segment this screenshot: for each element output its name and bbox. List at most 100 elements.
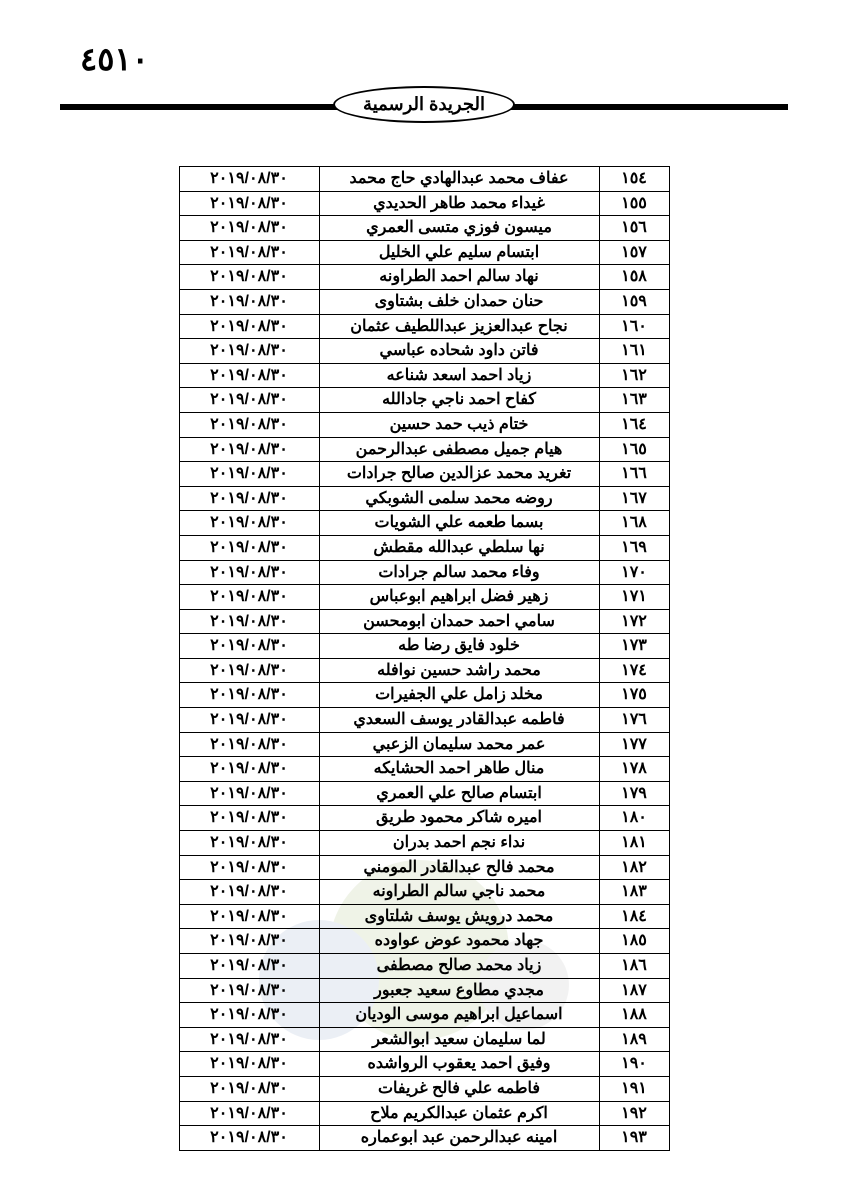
row-name: محمد درويش يوسف شلتاوى: [319, 904, 599, 929]
table-row: ١٥٦ميسون فوزي متسى العمري٢٠١٩/٠٨/٣٠: [179, 216, 669, 241]
table-row: ١٥٧ابتسام سليم علي الخليل٢٠١٩/٠٨/٣٠: [179, 240, 669, 265]
row-date: ٢٠١٩/٠٨/٣٠: [179, 339, 319, 364]
row-number: ١٥٧: [599, 240, 669, 265]
table-row: ١٨٣محمد ناجي سالم الطراونه٢٠١٩/٠٨/٣٠: [179, 880, 669, 905]
row-number: ١٧٨: [599, 757, 669, 782]
table-row: ١٩٣امينه عبدالرحمن عبد ابوعماره٢٠١٩/٠٨/٣…: [179, 1126, 669, 1151]
row-number: ١٨٠: [599, 806, 669, 831]
row-name: كفاح احمد ناجي جادالله: [319, 388, 599, 413]
table-wrapper: ١٥٤عفاف محمد عبدالهادي حاج محمد٢٠١٩/٠٨/٣…: [60, 166, 788, 1151]
row-number: ١٧٢: [599, 609, 669, 634]
table-row: ١٨٨اسماعيل ابراهيم موسى الوديان٢٠١٩/٠٨/٣…: [179, 1003, 669, 1028]
row-date: ٢٠١٩/٠٨/٣٠: [179, 167, 319, 192]
table-row: ١٧٨منال طاهر احمد الحشايكه٢٠١٩/٠٨/٣٠: [179, 757, 669, 782]
row-name: زياد احمد اسعد شناعه: [319, 363, 599, 388]
row-date: ٢٠١٩/٠٨/٣٠: [179, 1052, 319, 1077]
row-name: وفيق احمد يعقوب الرواشده: [319, 1052, 599, 1077]
table-row: ١٧١زهير فضل ابراهيم ابوعباس٢٠١٩/٠٨/٣٠: [179, 585, 669, 610]
table-row: ١٦١فاتن داود شحاده عباسي٢٠١٩/٠٨/٣٠: [179, 339, 669, 364]
row-date: ٢٠١٩/٠٨/٣٠: [179, 486, 319, 511]
table-row: ١٧٥مخلد زامل علي الجفيرات٢٠١٩/٠٨/٣٠: [179, 683, 669, 708]
row-date: ٢٠١٩/٠٨/٣٠: [179, 806, 319, 831]
row-number: ١٨٦: [599, 954, 669, 979]
row-number: ١٥٩: [599, 289, 669, 314]
table-row: ١٧٦فاطمه عبدالقادر يوسف السعدي٢٠١٩/٠٨/٣٠: [179, 708, 669, 733]
row-number: ١٨٤: [599, 904, 669, 929]
table-row: ١٦٣كفاح احمد ناجي جادالله٢٠١٩/٠٨/٣٠: [179, 388, 669, 413]
row-number: ١٦٠: [599, 314, 669, 339]
row-name: عفاف محمد عبدالهادي حاج محمد: [319, 167, 599, 192]
row-name: زياد محمد صالح مصطفى: [319, 954, 599, 979]
row-date: ٢٠١٩/٠٨/٣٠: [179, 609, 319, 634]
table-row: ١٨٠اميره شاكر محمود طريق٢٠١٩/٠٨/٣٠: [179, 806, 669, 831]
table-row: ١٦٨بسما طعمه علي الشويات٢٠١٩/٠٨/٣٠: [179, 511, 669, 536]
row-number: ١٧١: [599, 585, 669, 610]
row-date: ٢٠١٩/٠٨/٣٠: [179, 560, 319, 585]
row-name: مجدي مطاوع سعيد جعبور: [319, 978, 599, 1003]
row-name: عمر محمد سليمان الزعبي: [319, 732, 599, 757]
row-name: فاطمه علي فالح غريفات: [319, 1076, 599, 1101]
row-number: ١٦٩: [599, 535, 669, 560]
row-date: ٢٠١٩/٠٨/٣٠: [179, 978, 319, 1003]
table-row: ١٦٦تغريد محمد عزالدين صالح جرادات٢٠١٩/٠٨…: [179, 462, 669, 487]
table-row: ١٧٣خلود فايق رضا طه٢٠١٩/٠٨/٣٠: [179, 634, 669, 659]
row-name: نداء نجم احمد بدران: [319, 831, 599, 856]
row-date: ٢٠١٩/٠٨/٣٠: [179, 1027, 319, 1052]
row-name: امينه عبدالرحمن عبد ابوعماره: [319, 1126, 599, 1151]
row-number: ١٨٣: [599, 880, 669, 905]
table-row: ١٩١فاطمه علي فالح غريفات٢٠١٩/٠٨/٣٠: [179, 1076, 669, 1101]
row-number: ١٦٣: [599, 388, 669, 413]
row-number: ١٨١: [599, 831, 669, 856]
row-number: ١٦٨: [599, 511, 669, 536]
row-name: محمد فالح عبدالقادر المومني: [319, 855, 599, 880]
row-date: ٢٠١٩/٠٨/٣٠: [179, 289, 319, 314]
row-name: روضه محمد سلمى الشوبكي: [319, 486, 599, 511]
row-number: ١٦١: [599, 339, 669, 364]
row-date: ٢٠١٩/٠٨/٣٠: [179, 954, 319, 979]
row-date: ٢٠١٩/٠٨/٣٠: [179, 462, 319, 487]
row-date: ٢٠١٩/٠٨/٣٠: [179, 880, 319, 905]
row-date: ٢٠١٩/٠٨/٣٠: [179, 511, 319, 536]
row-date: ٢٠١٩/٠٨/٣٠: [179, 708, 319, 733]
row-date: ٢٠١٩/٠٨/٣٠: [179, 314, 319, 339]
table-row: ١٧٩ابتسام صالح علي العمري٢٠١٩/٠٨/٣٠: [179, 781, 669, 806]
header-divider: الجريدة الرسمية: [60, 86, 788, 136]
names-table: ١٥٤عفاف محمد عبدالهادي حاج محمد٢٠١٩/٠٨/٣…: [179, 166, 670, 1151]
page-container: ٤٥١٠ الجريدة الرسمية ١٥٤عفاف محمد عبداله…: [0, 0, 848, 1191]
row-name: محمد راشد حسين نوافله: [319, 658, 599, 683]
row-date: ٢٠١٩/٠٨/٣٠: [179, 388, 319, 413]
page-number: ٤٥١٠: [60, 40, 788, 78]
row-number: ١٧٦: [599, 708, 669, 733]
row-number: ١٨٩: [599, 1027, 669, 1052]
table-row: ١٨٧مجدي مطاوع سعيد جعبور٢٠١٩/٠٨/٣٠: [179, 978, 669, 1003]
row-number: ١٩١: [599, 1076, 669, 1101]
row-number: ١٨٨: [599, 1003, 669, 1028]
row-name: محمد ناجي سالم الطراونه: [319, 880, 599, 905]
row-name: ابتسام سليم علي الخليل: [319, 240, 599, 265]
table-row: ١٧٠وفاء محمد سالم جرادات٢٠١٩/٠٨/٣٠: [179, 560, 669, 585]
row-date: ٢٠١٩/٠٨/٣٠: [179, 732, 319, 757]
row-date: ٢٠١٩/٠٨/٣٠: [179, 1003, 319, 1028]
row-number: ١٧٥: [599, 683, 669, 708]
row-number: ١٥٨: [599, 265, 669, 290]
table-row: ١٦٢زياد احمد اسعد شناعه٢٠١٩/٠٨/٣٠: [179, 363, 669, 388]
row-number: ١٦٥: [599, 437, 669, 462]
row-name: حنان حمدان خلف بشتاوى: [319, 289, 599, 314]
row-number: ١٧٤: [599, 658, 669, 683]
row-date: ٢٠١٩/٠٨/٣٠: [179, 831, 319, 856]
table-row: ١٦٥هيام جميل مصطفى عبدالرحمن٢٠١٩/٠٨/٣٠: [179, 437, 669, 462]
row-name: نجاح عبدالعزيز عبداللطيف عثمان: [319, 314, 599, 339]
row-date: ٢٠١٩/٠٨/٣٠: [179, 437, 319, 462]
table-row: ١٧٧عمر محمد سليمان الزعبي٢٠١٩/٠٨/٣٠: [179, 732, 669, 757]
table-row: ١٦٠نجاح عبدالعزيز عبداللطيف عثمان٢٠١٩/٠٨…: [179, 314, 669, 339]
row-date: ٢٠١٩/٠٨/٣٠: [179, 904, 319, 929]
row-date: ٢٠١٩/٠٨/٣٠: [179, 855, 319, 880]
row-name: فاتن داود شحاده عباسي: [319, 339, 599, 364]
row-name: بسما طعمه علي الشويات: [319, 511, 599, 536]
row-name: لما سليمان سعيد ابوالشعر: [319, 1027, 599, 1052]
row-number: ١٦٧: [599, 486, 669, 511]
row-name: اكرم عثمان عبدالكريم ملاح: [319, 1101, 599, 1126]
row-number: ١٦٢: [599, 363, 669, 388]
row-date: ٢٠١٩/٠٨/٣٠: [179, 1126, 319, 1151]
row-name: وفاء محمد سالم جرادات: [319, 560, 599, 585]
